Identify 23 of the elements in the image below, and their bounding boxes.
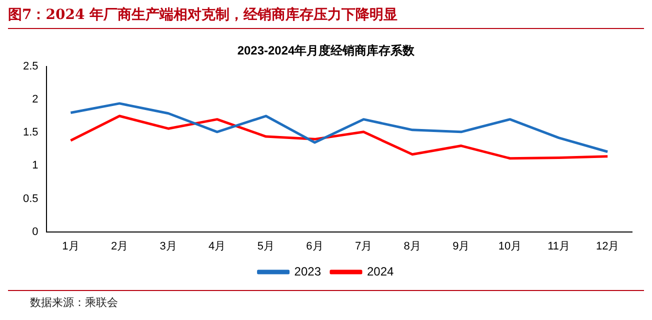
y-tick-label: 1: [32, 160, 38, 172]
x-tick-label: 1月: [62, 240, 80, 252]
x-tick-label: 10月: [498, 240, 522, 252]
legend-label: 2023: [294, 264, 322, 278]
x-tick-label: 6月: [306, 240, 324, 252]
y-tick-label: 0.5: [22, 192, 38, 205]
source-note: 数据来源：乘联会: [30, 295, 118, 310]
x-tick-label: 7月: [354, 240, 372, 252]
x-tick-label: 12月: [596, 240, 620, 252]
y-tick-label: 2.5: [22, 60, 38, 72]
x-tick-label: 9月: [452, 240, 470, 252]
x-tick-label: 11月: [548, 240, 570, 252]
legend-label: 2024: [367, 264, 394, 278]
y-tick-label: 1.5: [22, 126, 38, 139]
chart-subtitle: 2023-2024年月度经销商库存系数: [237, 44, 416, 58]
x-tick-label: 2月: [110, 240, 128, 252]
chart-title: 图7：2024 年厂商生产端相对克制，经销商库存压力下降明显: [8, 6, 398, 24]
y-tick-label: 2: [32, 94, 38, 106]
x-tick-label: 4月: [208, 240, 226, 252]
x-tick-label: 8月: [404, 240, 421, 252]
y-tick-label: 0: [32, 226, 38, 238]
x-tick-label: 3月: [160, 240, 177, 252]
x-tick-label: 5月: [257, 240, 274, 252]
